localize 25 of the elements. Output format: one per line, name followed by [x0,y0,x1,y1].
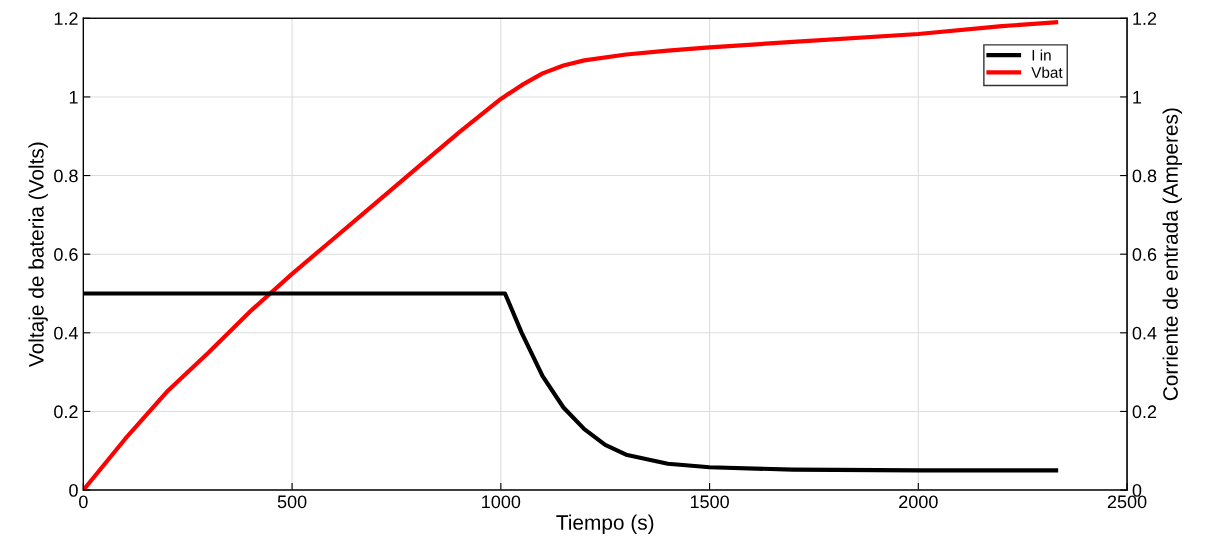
y-tick-label: 1.2 [54,12,78,25]
y2-tick-label: 0.6 [1132,248,1157,261]
y-axis-title: Voltaje de bateria (Volts) [28,142,48,368]
y-tick-label: 0 [69,484,78,497]
x-tick-label: 1000 [482,495,521,509]
y2-tick-label: 0.2 [1132,405,1157,419]
y2-tick-label: 0.8 [1132,169,1157,183]
legend-label: Vbat [1031,66,1063,78]
y2-tick-label: 1 [1133,91,1142,104]
y2-tick-label: 1.2 [1133,12,1157,25]
y-tick-label: 0.6 [54,248,78,261]
y-tick-label: 0.2 [54,405,78,419]
x-tick-label: 2500 [1107,495,1147,509]
x-axis-title: Tiempo (s) [556,514,654,534]
y-tick-label: 0.8 [54,169,78,183]
y-tick-label: 0.4 [54,326,78,340]
y2-tick-label: 0 [1132,484,1142,497]
y2-tick-label: 0.4 [1132,326,1157,340]
x-tick-label: 500 [277,495,307,509]
y-tick-label: 1 [69,91,78,104]
legend-label: I in [1032,49,1051,61]
x-tick-label: 0 [79,495,88,509]
y2-axis-title: Corriente de entrada (Amperes) [1162,108,1182,401]
x-tick-label: 2000 [899,495,938,509]
x-tick-label: 1500 [690,495,729,509]
